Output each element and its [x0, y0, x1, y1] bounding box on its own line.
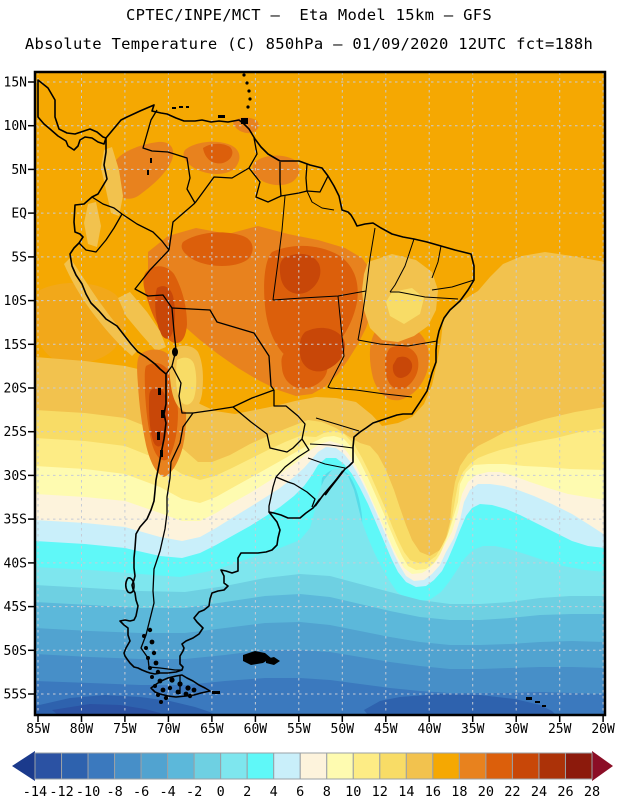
hot-22-24-blobs	[155, 253, 413, 378]
colorbar-left-arrow	[12, 751, 35, 781]
temperature-colorbar: -14 -12 -10 -8 -6 -4 -2 0 2 4 6 8 10 12 14 16 18 20 22 24 26…	[12, 751, 614, 800]
colorbar-cell	[432, 752, 460, 780]
colorbar-cell	[405, 752, 434, 780]
colorbar-cell	[352, 752, 381, 780]
lat-label: 10N	[4, 119, 27, 134]
colorbar-cell	[167, 752, 195, 780]
lat-label: 15N	[4, 76, 27, 91]
colorbar-cell	[220, 752, 248, 780]
colorbar-tick-label: 6	[296, 784, 304, 800]
colorbar-tick-label: 4	[270, 784, 278, 800]
colorbar-cell	[114, 752, 142, 780]
lon-label: 25W	[548, 722, 572, 737]
colorbar-tick-label: 0	[217, 784, 225, 800]
lat-label: 15S	[4, 338, 27, 353]
colorbar-tick-label: -2	[186, 784, 202, 800]
lat-label: 5S	[11, 250, 27, 265]
colorbar-tick-label: 12	[372, 784, 388, 800]
lon-label: 35W	[461, 722, 485, 737]
colorbar-tick-label: 26	[557, 784, 573, 800]
page-subtitle: Absolute Temperature (C) 850hPa — 01/09/…	[25, 35, 593, 53]
colorbar-cell	[140, 752, 169, 780]
colorbar-cell	[485, 752, 513, 780]
lon-label: 85W	[26, 722, 50, 737]
colorbar-cell	[273, 752, 301, 780]
colorbar-tick-label: -10	[76, 784, 100, 800]
axis-ticks	[28, 81, 604, 722]
page-title: CPTEC/INPE/MCT — Eta Model 15km — GFS	[126, 6, 492, 24]
lat-label: 45S	[4, 600, 27, 615]
lat-label: 20S	[4, 382, 27, 397]
lat-label: 30S	[4, 469, 27, 484]
colorbar-tick-label: 18	[451, 784, 467, 800]
lat-label: 5N	[11, 163, 27, 178]
colorbar-cell	[538, 752, 566, 780]
latitude-axis-labels: 15N 10N 5N EQ 5S 10S 15S 20S 25S 30S 35S 40S 45S 50S 5…	[4, 76, 28, 703]
lon-label: 45W	[374, 722, 398, 737]
colorbar-tick-label: 2	[243, 784, 251, 800]
lon-label: 70W	[157, 722, 181, 737]
colorbar-tick-label: 20	[478, 784, 494, 800]
lon-label: 30W	[504, 722, 528, 737]
lon-label: 55W	[287, 722, 311, 737]
colorbar-tick-label: -12	[49, 784, 73, 800]
lat-label: 55S	[4, 688, 27, 703]
colorbar-cell	[61, 752, 89, 780]
colorbar-tick-label: -14	[23, 784, 47, 800]
colorbar-tick-label: 10	[345, 784, 361, 800]
coastal-lagoons	[314, 470, 344, 507]
colorbar-tick-label: 14	[398, 784, 414, 800]
lat-label: 25S	[4, 425, 27, 440]
colorbar-tick-label: -4	[159, 784, 175, 800]
colorbar-cell	[87, 752, 116, 780]
lat-label: 40S	[4, 556, 27, 571]
colorbar-tick-label: -8	[106, 784, 122, 800]
lat-label: 35S	[4, 513, 27, 528]
temperature-field	[35, 72, 605, 715]
lat-label: 50S	[4, 644, 27, 659]
altiplano-cool-patch	[168, 345, 203, 413]
map-frame	[33, 70, 607, 717]
colorbar-cell	[34, 752, 63, 780]
graticule-gridlines	[35, 72, 605, 715]
colorbar-right-arrow	[592, 751, 614, 781]
colorbar-cell	[379, 752, 407, 780]
lon-label: 75W	[113, 722, 137, 737]
lon-label: 50W	[331, 722, 355, 737]
colorbar-cell	[299, 752, 328, 780]
colorbar-cell	[246, 752, 275, 780]
colorbar-tick-label: 8	[323, 784, 331, 800]
lon-label: 20W	[591, 722, 615, 737]
colorbar-tick-label: 22	[504, 784, 520, 800]
lat-label: EQ	[11, 207, 27, 222]
lon-label: 80W	[70, 722, 94, 737]
colorbar-cell	[458, 752, 487, 780]
colorbar-tick-label: -6	[133, 784, 149, 800]
coastline	[37, 79, 475, 698]
lon-label: 40W	[417, 722, 441, 737]
lon-label: 65W	[200, 722, 224, 737]
colorbar-tick-label: 28	[584, 784, 600, 800]
lon-label: 60W	[244, 722, 268, 737]
colorbar-tick-label: 24	[531, 784, 547, 800]
longitude-axis-labels: 85W 80W 75W 70W 65W 60W 55W 50W 45W 40W 35W 30W 25W 2…	[26, 722, 615, 737]
islands-and-terrain-specks	[142, 73, 546, 707]
colorbar-cell	[511, 752, 540, 780]
lat-label: 10S	[4, 294, 27, 309]
colorbar-cell	[564, 752, 593, 780]
country-borders	[78, 109, 329, 694]
colorbar-cell	[326, 752, 354, 780]
state-borders	[272, 190, 475, 469]
colorbar-cell	[193, 752, 222, 780]
colorbar-tick-label: 16	[425, 784, 441, 800]
